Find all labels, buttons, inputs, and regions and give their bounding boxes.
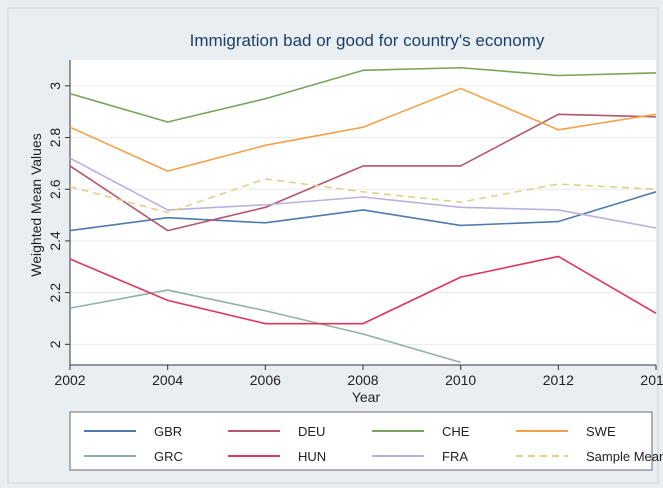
x-tick-label: 2002 [54,372,85,388]
legend-label: SWE [586,424,616,439]
legend: GBR DEU CHE SWE GRC HUN FRA Sample Mean [84,424,663,464]
y-tick-label: 2.8 [47,128,63,148]
series-line-fra [69,157,657,229]
x-tick-label: 2010 [445,372,476,388]
series-line-deu [69,113,657,232]
legend-box [69,411,653,471]
y-tick-label: 2.6 [47,179,63,199]
series-line-sample-mean [69,178,657,214]
legend-label: GRC [154,449,183,464]
x-tick-label: 2006 [250,372,281,388]
legend-label: CHE [442,424,470,439]
x-tick-label: 2012 [543,372,574,388]
y-tick-label: 2.4 [47,231,63,251]
series-line-hun [69,255,657,325]
y-tick-label: 2.2 [47,283,63,303]
y-axis-label: Weighted Mean Values [28,133,44,276]
chart-title: Immigration bad or good for country's ec… [190,31,545,50]
legend-label: DEU [298,424,325,439]
x-axis-label: Year [352,389,381,405]
series-line-gbr [69,191,657,232]
x-tick-label: 2014 [640,372,663,388]
series-line-grc [69,289,461,364]
y-tick-label: 2 [47,340,63,348]
y-axis: 2 2.2 2.4 2.6 2.8 3 [47,60,71,365]
grid-lines [70,85,656,345]
x-axis: 2002 2004 2006 2008 2010 2012 2014 [54,364,663,388]
legend-label: HUN [298,449,326,464]
series-lines [69,66,657,364]
legend-label: GBR [154,424,182,439]
x-tick-label: 2004 [152,372,183,388]
x-tick-label: 2008 [347,372,378,388]
series-line-swe [69,87,657,172]
legend-label: FRA [442,449,468,464]
y-tick-label: 3 [47,82,63,90]
legend-label: Sample Mean [586,449,663,464]
series-line-che [69,66,657,123]
